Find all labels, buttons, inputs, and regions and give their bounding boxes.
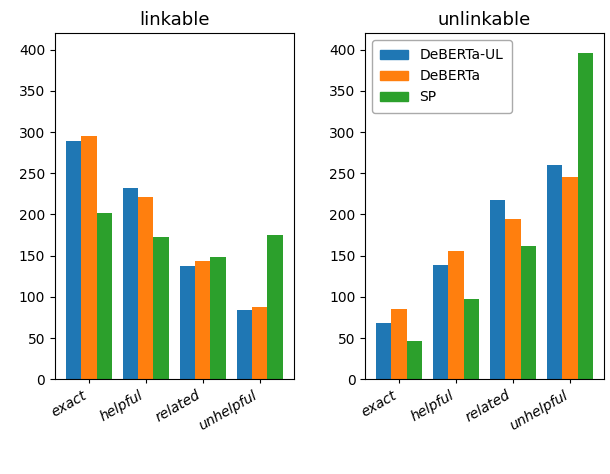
Bar: [376, 323, 392, 379]
Bar: [237, 310, 252, 379]
Bar: [267, 235, 283, 379]
Legend: DeBERTa-UL, DeBERTa, SP: DeBERTa-UL, DeBERTa, SP: [372, 40, 512, 113]
Bar: [578, 53, 593, 379]
Bar: [490, 200, 505, 379]
Bar: [505, 219, 521, 379]
Bar: [562, 176, 578, 379]
Bar: [138, 197, 154, 379]
Bar: [521, 246, 536, 379]
Bar: [195, 261, 210, 379]
Bar: [123, 188, 138, 379]
Bar: [464, 299, 479, 379]
Bar: [66, 141, 81, 379]
Bar: [96, 213, 112, 379]
Bar: [448, 251, 464, 379]
Bar: [252, 307, 267, 379]
Title: unlinkable: unlinkable: [438, 11, 531, 29]
Bar: [81, 136, 96, 379]
Title: linkable: linkable: [139, 11, 209, 29]
Bar: [180, 266, 195, 379]
Bar: [210, 257, 226, 379]
Bar: [154, 237, 169, 379]
Bar: [392, 309, 407, 379]
Bar: [547, 165, 562, 379]
Bar: [407, 341, 422, 379]
Bar: [433, 264, 448, 379]
